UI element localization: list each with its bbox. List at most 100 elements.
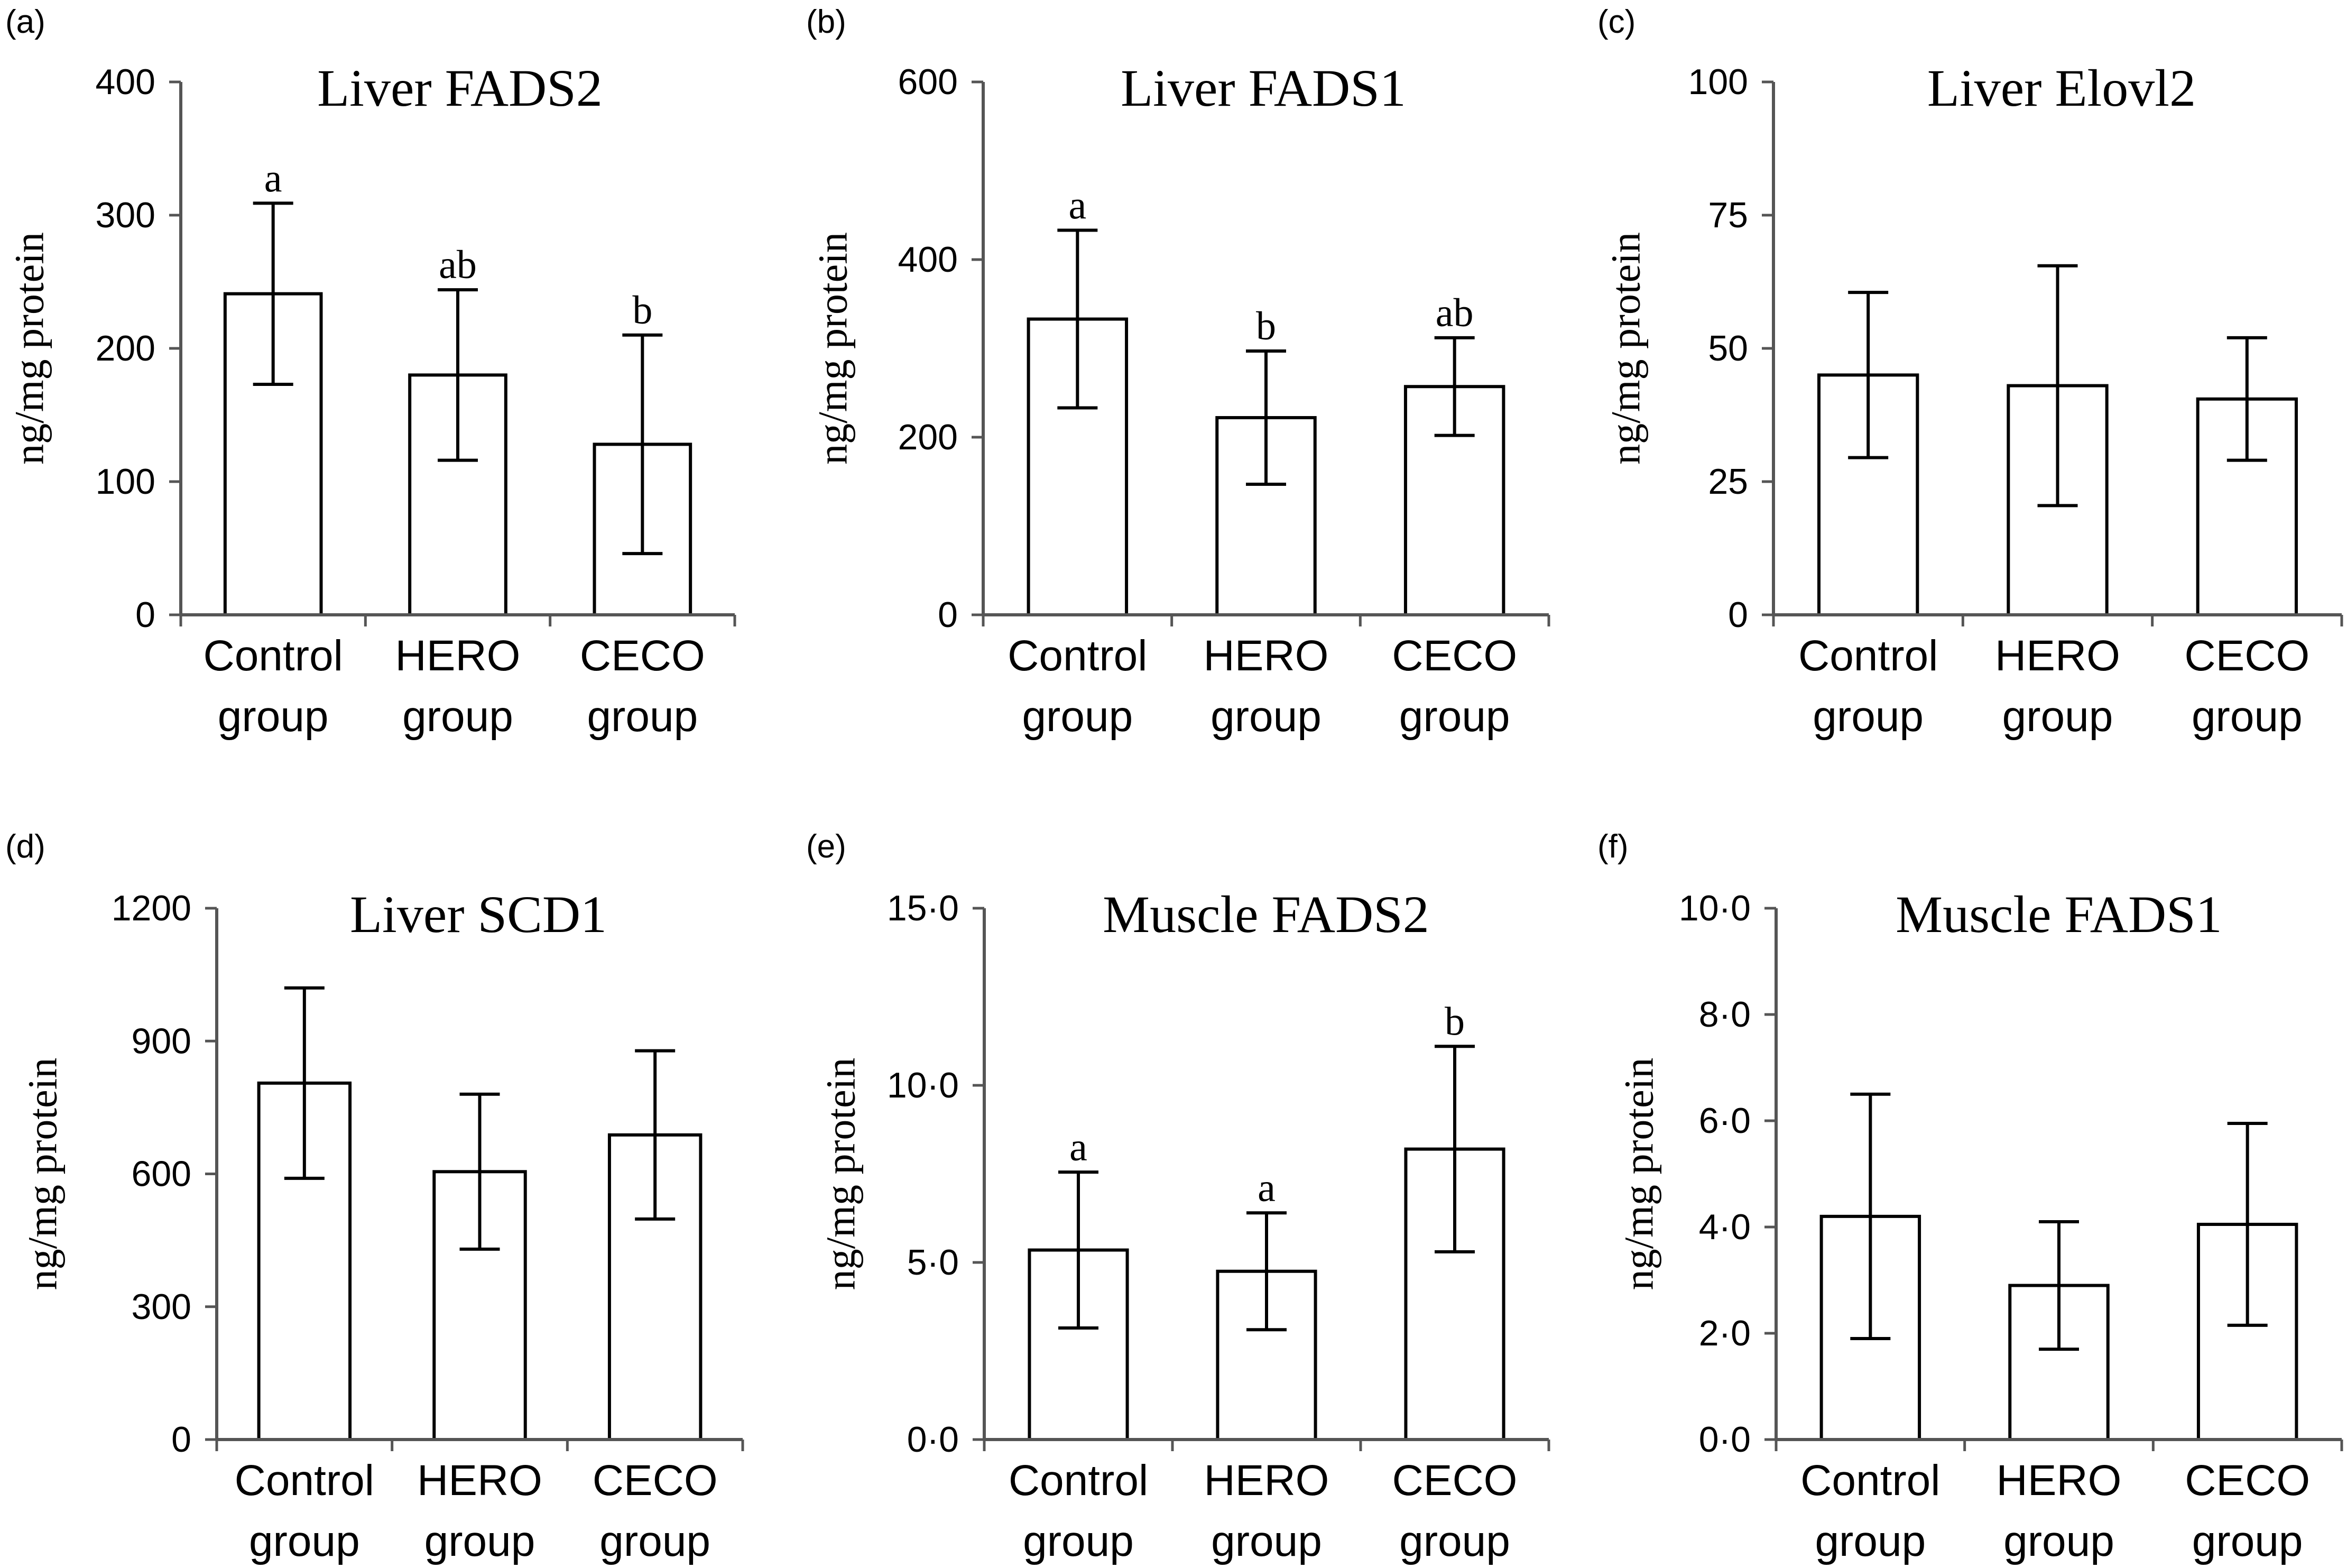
significance-label: b bbox=[632, 288, 652, 333]
x-tick-label: Control bbox=[235, 1456, 374, 1505]
x-tick-label: group bbox=[218, 693, 329, 741]
y-tick-label: 5·0 bbox=[907, 1242, 959, 1283]
y-tick-label: 400 bbox=[96, 62, 155, 102]
x-tick-label: Control bbox=[1798, 632, 1938, 680]
chart-panel-5: (e) Muscle FADS2 ng/mg protein a Control grou… bbox=[806, 828, 1550, 1565]
panel-label: (f) bbox=[1597, 828, 1629, 865]
y-tick-label: 10·0 bbox=[887, 1065, 959, 1105]
y-tick-label: 0·0 bbox=[907, 1419, 959, 1460]
significance-label: a bbox=[264, 156, 282, 200]
chart-title: Liver FADS2 bbox=[317, 59, 603, 117]
x-tick-label: Control bbox=[1009, 1456, 1148, 1505]
x-tick-label: group bbox=[1022, 693, 1133, 741]
x-tick-label: group bbox=[1813, 693, 1924, 741]
y-tick-label: 300 bbox=[132, 1287, 191, 1327]
significance-label: ab bbox=[439, 243, 477, 287]
y-tick-label: 0·0 bbox=[1699, 1419, 1751, 1460]
panel-label: (e) bbox=[806, 828, 846, 865]
y-tick-label: 0 bbox=[1728, 595, 1748, 635]
x-tick-label: group bbox=[2192, 693, 2303, 741]
x-tick-label: group bbox=[2003, 1517, 2114, 1565]
x-tick-label: group bbox=[1023, 1517, 1134, 1565]
x-tick-label: Control bbox=[203, 632, 343, 680]
y-tick-label: 100 bbox=[1688, 62, 1748, 102]
x-tick-label: group bbox=[402, 693, 513, 741]
y-tick-label: 0 bbox=[171, 1419, 191, 1460]
x-tick-label: HERO bbox=[1995, 632, 2120, 680]
y-tick-label: 8·0 bbox=[1699, 994, 1751, 1035]
significance-label: a bbox=[1068, 183, 1086, 228]
significance-label: a bbox=[1069, 1125, 1087, 1169]
y-axis-label: ng/mg protein bbox=[6, 232, 52, 465]
panel-label: (c) bbox=[1597, 4, 1635, 40]
y-tick-label: 1200 bbox=[112, 888, 191, 928]
significance-label: b bbox=[1256, 304, 1276, 348]
bar bbox=[1027, 317, 1129, 616]
x-tick-label: CECO bbox=[2184, 632, 2309, 680]
y-tick-label: 600 bbox=[132, 1154, 191, 1194]
x-tick-label: Control bbox=[1008, 632, 1147, 680]
y-axis-label: ng/mg protein bbox=[1616, 1058, 1662, 1290]
chart-title: Liver FADS1 bbox=[1121, 59, 1406, 117]
significance-label: ab bbox=[1436, 291, 1474, 335]
y-tick-label: 900 bbox=[132, 1021, 191, 1061]
chart-title: Liver Elovl2 bbox=[1927, 59, 2196, 117]
chart-title: Muscle FADS1 bbox=[1896, 885, 2222, 944]
y-axis-label: ng/mg protein bbox=[1603, 232, 1649, 465]
y-tick-label: 0 bbox=[938, 595, 958, 635]
x-tick-label: group bbox=[587, 693, 698, 741]
x-tick-label: group bbox=[1211, 1517, 1322, 1565]
y-tick-label: 10·0 bbox=[1679, 888, 1751, 928]
chart-title: Liver SCD1 bbox=[350, 885, 607, 944]
x-tick-label: group bbox=[1815, 1517, 1926, 1565]
x-tick-label: CECO bbox=[1392, 632, 1517, 680]
chart-panel-4: (d) Liver SCD1 ng/mg protein Control group HE… bbox=[5, 828, 744, 1565]
x-tick-label: group bbox=[1399, 1517, 1510, 1565]
y-tick-label: 15·0 bbox=[887, 888, 959, 928]
x-tick-label: HERO bbox=[417, 1456, 542, 1505]
x-tick-label: group bbox=[599, 1517, 710, 1565]
panel-label: (b) bbox=[806, 4, 846, 40]
y-tick-label: 400 bbox=[898, 239, 958, 280]
x-tick-label: CECO bbox=[2185, 1456, 2310, 1505]
x-tick-label: HERO bbox=[1204, 632, 1329, 680]
y-tick-label: 50 bbox=[1708, 328, 1748, 368]
x-tick-label: Control bbox=[1800, 1456, 1940, 1505]
y-tick-label: 4·0 bbox=[1699, 1207, 1751, 1247]
chart-title: Muscle FADS2 bbox=[1103, 885, 1429, 944]
x-tick-label: group bbox=[1211, 693, 1322, 741]
y-tick-label: 25 bbox=[1708, 462, 1748, 502]
y-tick-label: 600 bbox=[898, 62, 958, 102]
x-tick-label: group bbox=[249, 1517, 360, 1565]
x-tick-label: group bbox=[1399, 693, 1510, 741]
y-tick-label: 6·0 bbox=[1699, 1101, 1751, 1141]
y-axis-label: ng/mg protein bbox=[20, 1058, 66, 1290]
significance-label: a bbox=[1258, 1166, 1276, 1210]
panel-label: (a) bbox=[5, 4, 45, 40]
chart-panel-1: (a) Liver FADS2 ng/mg protein a Control group… bbox=[5, 4, 736, 741]
panel-label: (d) bbox=[5, 828, 45, 865]
y-axis-label: ng/mg protein bbox=[818, 1058, 864, 1290]
chart-panel-2: (b) Liver FADS1 ng/mg protein a Control group… bbox=[806, 4, 1550, 741]
x-tick-label: HERO bbox=[1204, 1456, 1329, 1505]
y-tick-label: 100 bbox=[96, 462, 155, 502]
x-tick-label: CECO bbox=[593, 1456, 718, 1505]
y-tick-label: 0 bbox=[135, 595, 155, 635]
chart-panel-6: (f) Muscle FADS1 ng/mg protein Control group… bbox=[1597, 828, 2343, 1565]
y-tick-label: 2·0 bbox=[1699, 1313, 1751, 1353]
y-tick-label: 200 bbox=[96, 328, 155, 368]
y-tick-label: 200 bbox=[898, 417, 958, 457]
chart-panel-3: (c) Liver Elovl2 ng/mg protein Control group… bbox=[1597, 4, 2343, 741]
y-axis-label: ng/mg protein bbox=[810, 232, 856, 465]
x-tick-label: CECO bbox=[580, 632, 705, 680]
significance-label: b bbox=[1445, 999, 1465, 1044]
x-tick-label: HERO bbox=[395, 632, 521, 680]
y-tick-label: 300 bbox=[96, 195, 155, 235]
y-tick-label: 75 bbox=[1708, 195, 1748, 235]
x-tick-label: group bbox=[2002, 693, 2113, 741]
x-tick-label: group bbox=[2192, 1517, 2303, 1565]
x-tick-label: CECO bbox=[1392, 1456, 1518, 1505]
x-tick-label: HERO bbox=[1997, 1456, 2122, 1505]
x-tick-label: group bbox=[424, 1517, 535, 1565]
